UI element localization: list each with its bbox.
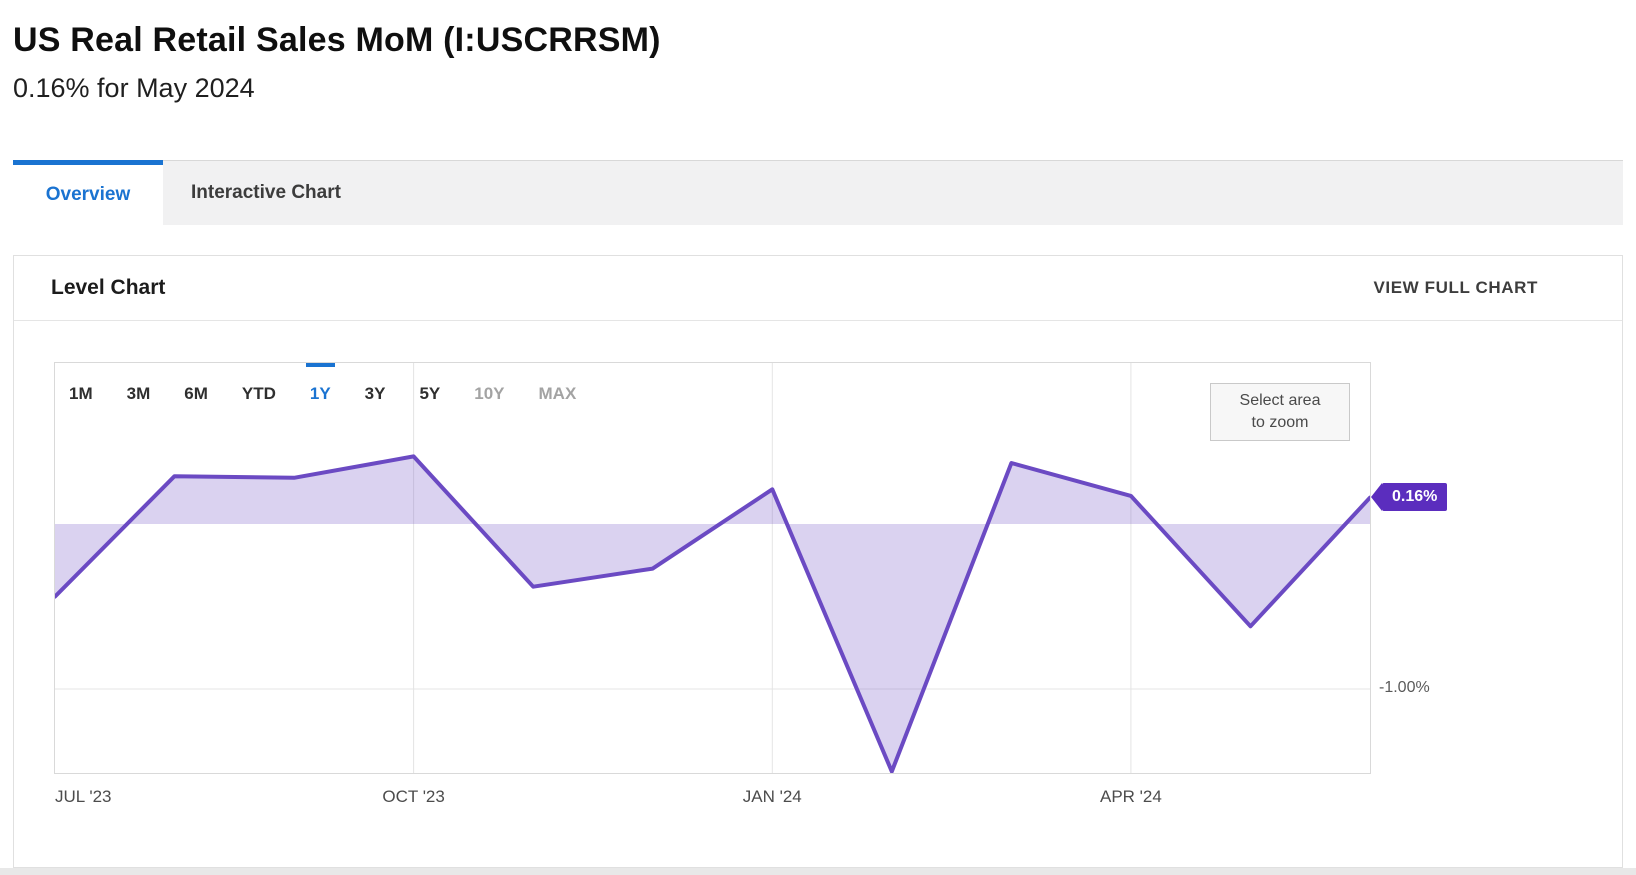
chart-line [55, 454, 1370, 773]
range-button-1m[interactable]: 1M [69, 383, 93, 403]
x-axis-label: APR '24 [1099, 786, 1162, 806]
range-button-max: MAX [538, 383, 577, 403]
chart-section: 1M 3M 6M YTD 1Y 3Y 5Y 10Y MAX Select area to zoo… [14, 321, 1622, 868]
x-axis-label: JUL '23 [55, 786, 112, 806]
zoom-hint-line1: Select area [1239, 392, 1321, 410]
level-chart-card: Level Chart VIEW FULL CHART 1M 3M 6M YTD 1Y 3… [13, 254, 1623, 868]
range-button-10y: 10Y [474, 383, 505, 403]
last-value-badge: 0.16% [1371, 483, 1448, 512]
zoom-hint-box: Select area to zoom [1210, 382, 1350, 441]
card-title: Level Chart [51, 275, 166, 299]
range-selector: 1M 3M 6M YTD 1Y 3Y 5Y 10Y MAX [69, 362, 577, 404]
tab-overview[interactable]: Overview [13, 159, 163, 226]
badge-arrow-icon [1371, 483, 1382, 512]
x-axis-label: JAN '24 [742, 786, 802, 806]
view-full-chart-button[interactable]: VIEW FULL CHART [1373, 277, 1538, 297]
range-button-1y[interactable]: 1Y [305, 362, 335, 403]
bottom-strip [0, 867, 1636, 875]
card-header: Level Chart VIEW FULL CHART [14, 256, 1622, 321]
range-button-5y[interactable]: 5Y [419, 383, 441, 403]
page-header: US Real Retail Sales MoM (I:USCRRSM) 0.1… [0, 0, 1636, 105]
chart-area-fill [55, 456, 1370, 772]
badge-value: 0.16% [1382, 483, 1448, 512]
chart-plot-area[interactable]: 1M 3M 6M YTD 1Y 3Y 5Y 10Y MAX Select area to zoo… [54, 361, 1371, 774]
x-axis-label: OCT '23 [382, 786, 445, 806]
range-button-ytd[interactable]: YTD [241, 383, 276, 403]
tab-interactive-chart[interactable]: Interactive Chart [191, 181, 341, 203]
tab-bar: Overview Interactive Chart [13, 159, 1623, 226]
page-subtitle: 0.16% for May 2024 [13, 72, 255, 103]
page-title: US Real Retail Sales MoM (I:USCRRSM) [13, 21, 661, 59]
level-chart-canvas[interactable] [55, 362, 1370, 773]
range-button-3y[interactable]: 3Y [364, 383, 386, 403]
range-button-6m[interactable]: 6M [184, 383, 208, 403]
zoom-hint-line2: to zoom [1251, 413, 1309, 431]
range-button-3m[interactable]: 3M [126, 383, 151, 403]
y-axis-label: -1.00% [1379, 678, 1430, 696]
